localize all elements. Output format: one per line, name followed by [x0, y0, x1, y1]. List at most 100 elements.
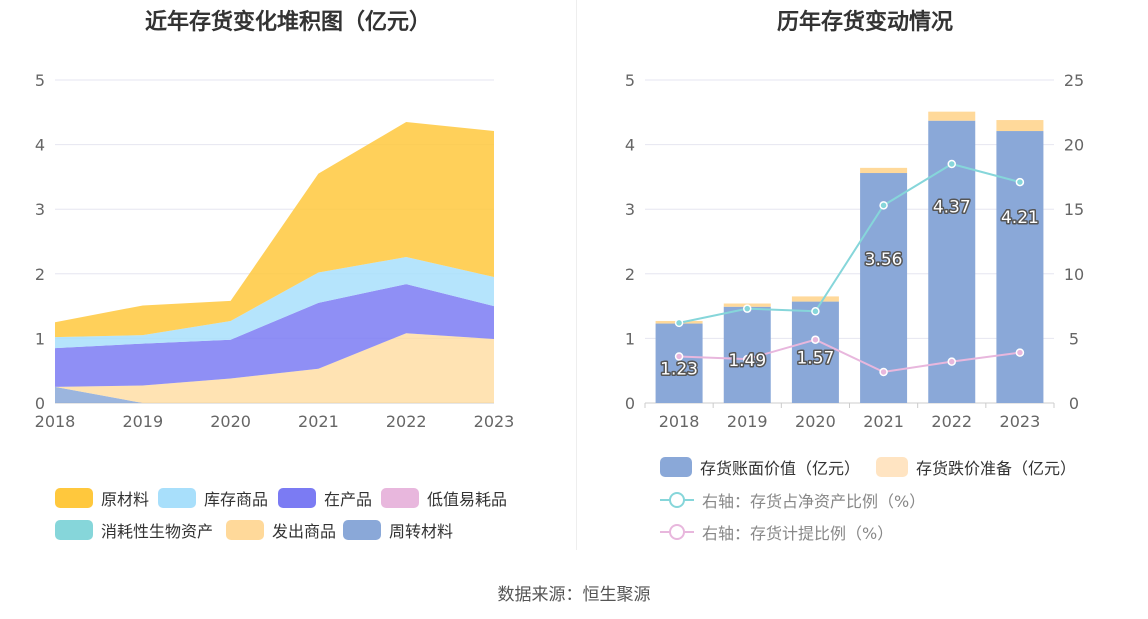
left-chart-title: 近年存货变化堆积图（亿元）	[144, 10, 431, 35]
right-y2-tick-label: 25	[1064, 71, 1084, 90]
bar-impairment	[791, 296, 839, 302]
legend-swatch	[55, 520, 93, 540]
area-series-原材料	[55, 121, 494, 338]
legend-label: 在产品	[324, 490, 373, 509]
legend-label: 右轴：存货计提比例（%）	[702, 524, 894, 543]
accrual-point	[811, 335, 820, 344]
legend-swatch	[660, 522, 694, 542]
left-x-tick-label: 2023	[474, 412, 515, 431]
legend-label: 右轴：存货占净资产比例（%）	[702, 492, 926, 511]
legend-item[interactable]: 存货跌价准备（亿元）	[876, 455, 1076, 479]
legend-label: 发出商品	[272, 522, 337, 541]
right-x-tick-label: 2021	[863, 412, 904, 431]
legend-swatch	[158, 488, 196, 508]
legend-item[interactable]: 在产品	[278, 486, 372, 510]
right-y2-tick-label: 5	[1069, 329, 1079, 348]
bar-impairment	[928, 111, 976, 121]
bar-data-label: 3.56	[865, 250, 903, 270]
legend-swatch	[226, 520, 264, 540]
ratio-point	[1015, 177, 1025, 187]
legend-swatch	[343, 520, 381, 540]
legend-label: 低值易耗品	[427, 490, 508, 509]
left-y-tick-label: 1	[35, 329, 45, 348]
legend-item[interactable]: 存货账面价值（亿元）	[660, 455, 860, 479]
legend-item[interactable]: 右轴：存货计提比例（%）	[660, 520, 893, 544]
right-y-tick-label: 4	[625, 136, 635, 155]
legend-item[interactable]: 右轴：存货占净资产比例（%）	[660, 488, 925, 512]
legend-item[interactable]: 发出商品	[226, 518, 336, 542]
right-x-tick-label: 2019	[727, 412, 768, 431]
right-x-tick-label: 2018	[659, 412, 700, 431]
bar-impairment	[996, 120, 1044, 132]
area-series-在产品	[55, 284, 494, 387]
area-series-周转材料	[55, 386, 494, 403]
bar-data-label: 1.49	[728, 351, 766, 371]
left-y-tick-label: 4	[35, 136, 45, 155]
left-y-tick-label: 2	[35, 265, 45, 284]
legend-label: 原材料	[101, 490, 150, 509]
right-y2-tick-label: 0	[1069, 394, 1079, 413]
legend-swatch	[876, 457, 908, 477]
right-y2-tick-label: 20	[1064, 136, 1084, 155]
right-y-tick-label: 5	[625, 71, 635, 90]
right-y2-tick-label: 15	[1064, 200, 1084, 219]
right-x-tick-label: 2020	[795, 412, 836, 431]
legend-swatch	[55, 488, 93, 508]
data-source-note: 数据来源：恒生聚源	[497, 585, 651, 605]
bar-book-value	[655, 323, 703, 403]
ratio-point	[879, 201, 888, 210]
bar-data-label: 4.37	[933, 198, 971, 218]
area-series-发出商品	[55, 333, 494, 403]
right-y-tick-label: 2	[625, 265, 635, 284]
legend-label: 周转材料	[389, 522, 454, 541]
charts-canvas: 0 1 2 3 4 5 2018 2019 2020 2021 2022 2023 0 1 2 3 4 5 0 5 10…	[35, 71, 1085, 431]
legend-swatch	[381, 488, 419, 508]
right-y-tick-label: 1	[625, 329, 635, 348]
left-x-tick-label: 2019	[122, 412, 163, 431]
legend-swatch	[660, 490, 694, 510]
left-y-tick-label: 3	[35, 200, 45, 219]
ratio-point	[811, 307, 820, 316]
legend-item[interactable]: 消耗性生物资产	[55, 518, 213, 542]
right-y-tick-label: 3	[625, 200, 635, 219]
legend-swatch	[278, 488, 316, 508]
bar-book-value	[791, 301, 839, 403]
legend-item[interactable]: 原材料	[55, 486, 149, 510]
left-x-tick-label: 2018	[35, 412, 76, 431]
legend-item[interactable]: 库存商品	[158, 486, 268, 510]
bar-data-label: 1.57	[796, 348, 834, 368]
bar-data-label: 1.23	[660, 359, 698, 379]
accrual-point	[947, 357, 956, 366]
accrual-point	[674, 352, 684, 361]
accrual-line	[679, 338, 1021, 374]
left-x-tick-label: 2022	[386, 412, 427, 431]
legend-item[interactable]: 周转材料	[343, 518, 453, 542]
ratio-point	[674, 318, 684, 328]
area-series-库存商品	[55, 257, 494, 349]
panel-divider	[576, 0, 577, 550]
left-y-tick-label: 0	[35, 394, 45, 413]
right-x-tick-label: 2023	[1000, 412, 1041, 431]
right-y-tick-label: 0	[625, 394, 635, 413]
legend-label: 库存商品	[204, 490, 269, 509]
right-y2-tick-label: 10	[1064, 265, 1084, 284]
bar-book-value	[996, 131, 1044, 403]
legend-label: 存货账面价值（亿元）	[700, 459, 861, 478]
accrual-point	[743, 354, 752, 364]
right-chart-title: 历年存货变动情况	[776, 10, 953, 35]
legend-label: 存货跌价准备（亿元）	[916, 459, 1077, 478]
ratio-line	[678, 162, 1021, 324]
left-x-tick-label: 2020	[210, 412, 251, 431]
legend-label: 消耗性生物资产	[101, 522, 214, 541]
ratio-point	[743, 304, 752, 313]
left-y-tick-label: 5	[35, 71, 45, 90]
right-x-tick-label: 2022	[931, 412, 972, 431]
legend-item[interactable]: 低值易耗品	[381, 486, 507, 510]
legend-swatch	[660, 457, 692, 477]
accrual-point	[1015, 348, 1025, 357]
bar-data-label: 4.21	[1001, 208, 1039, 228]
left-x-tick-label: 2021	[298, 412, 339, 431]
accrual-point	[879, 367, 888, 377]
bar-impairment	[860, 167, 908, 174]
ratio-point	[947, 159, 956, 169]
